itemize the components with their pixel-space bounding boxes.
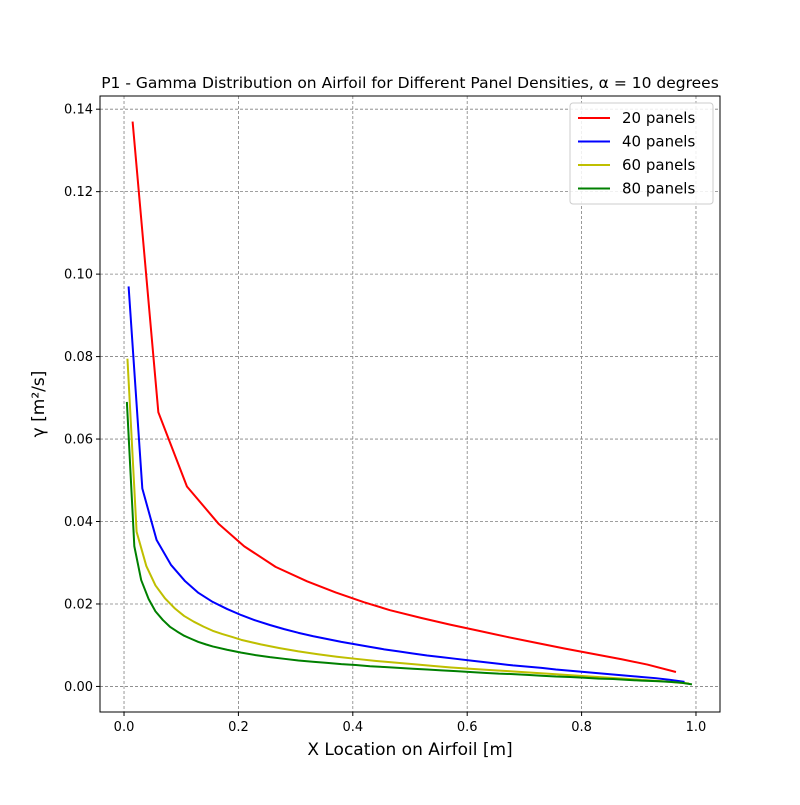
y-axis-label: γ [m²/s] — [29, 371, 49, 438]
y-tick-label: 0.04 — [64, 515, 93, 530]
legend-label-80-panels: 80 panels — [622, 180, 695, 198]
legend-label-60-panels: 60 panels — [622, 156, 695, 174]
y-tick-label: 0.06 — [64, 433, 93, 448]
y-tick-label: 0.00 — [64, 680, 93, 695]
y-tick-label: 0.10 — [64, 268, 93, 283]
y-tick-label: 0.02 — [64, 597, 93, 612]
x-tick-label: 0.2 — [228, 720, 249, 735]
x-tick-label: 0.0 — [114, 720, 135, 735]
series-line-60-panels — [126, 358, 690, 685]
legend-label-40-panels: 40 panels — [622, 133, 695, 151]
legend-items: 20 panels 40 panels 60 panels 80 panels — [578, 109, 695, 198]
series-lines — [125, 121, 693, 686]
legend-box — [569, 102, 714, 205]
x-axis-ticks: 0.0 0.2 0.4 0.6 0.8 1.0 — [114, 712, 707, 735]
series-line-40-panels — [127, 286, 685, 683]
legend-label-20-panels: 20 panels — [622, 109, 695, 127]
x-tick-label: 0.4 — [342, 720, 363, 735]
plot-frame — [99, 95, 721, 713]
y-tick-label: 0.14 — [64, 103, 93, 118]
y-tick-label: 0.12 — [64, 185, 93, 200]
x-axis-label: X Location on Airfoil [m] — [307, 740, 512, 760]
series-line-20-panels — [131, 121, 677, 673]
y-axis-ticks: 0.00 0.02 0.04 0.06 0.08 0.10 0.12 0.14 — [64, 103, 100, 695]
x-tick-label: 0.6 — [457, 720, 478, 735]
x-tick-label: 1.0 — [686, 720, 707, 735]
legend: 20 panels 40 panels 60 panels 80 panels — [569, 102, 714, 205]
chart-title: P1 - Gamma Distribution on Airfoil for D… — [101, 74, 719, 92]
y-tick-label: 0.08 — [64, 350, 93, 365]
x-tick-label: 0.8 — [571, 720, 592, 735]
series-line-80-panels — [125, 401, 693, 686]
